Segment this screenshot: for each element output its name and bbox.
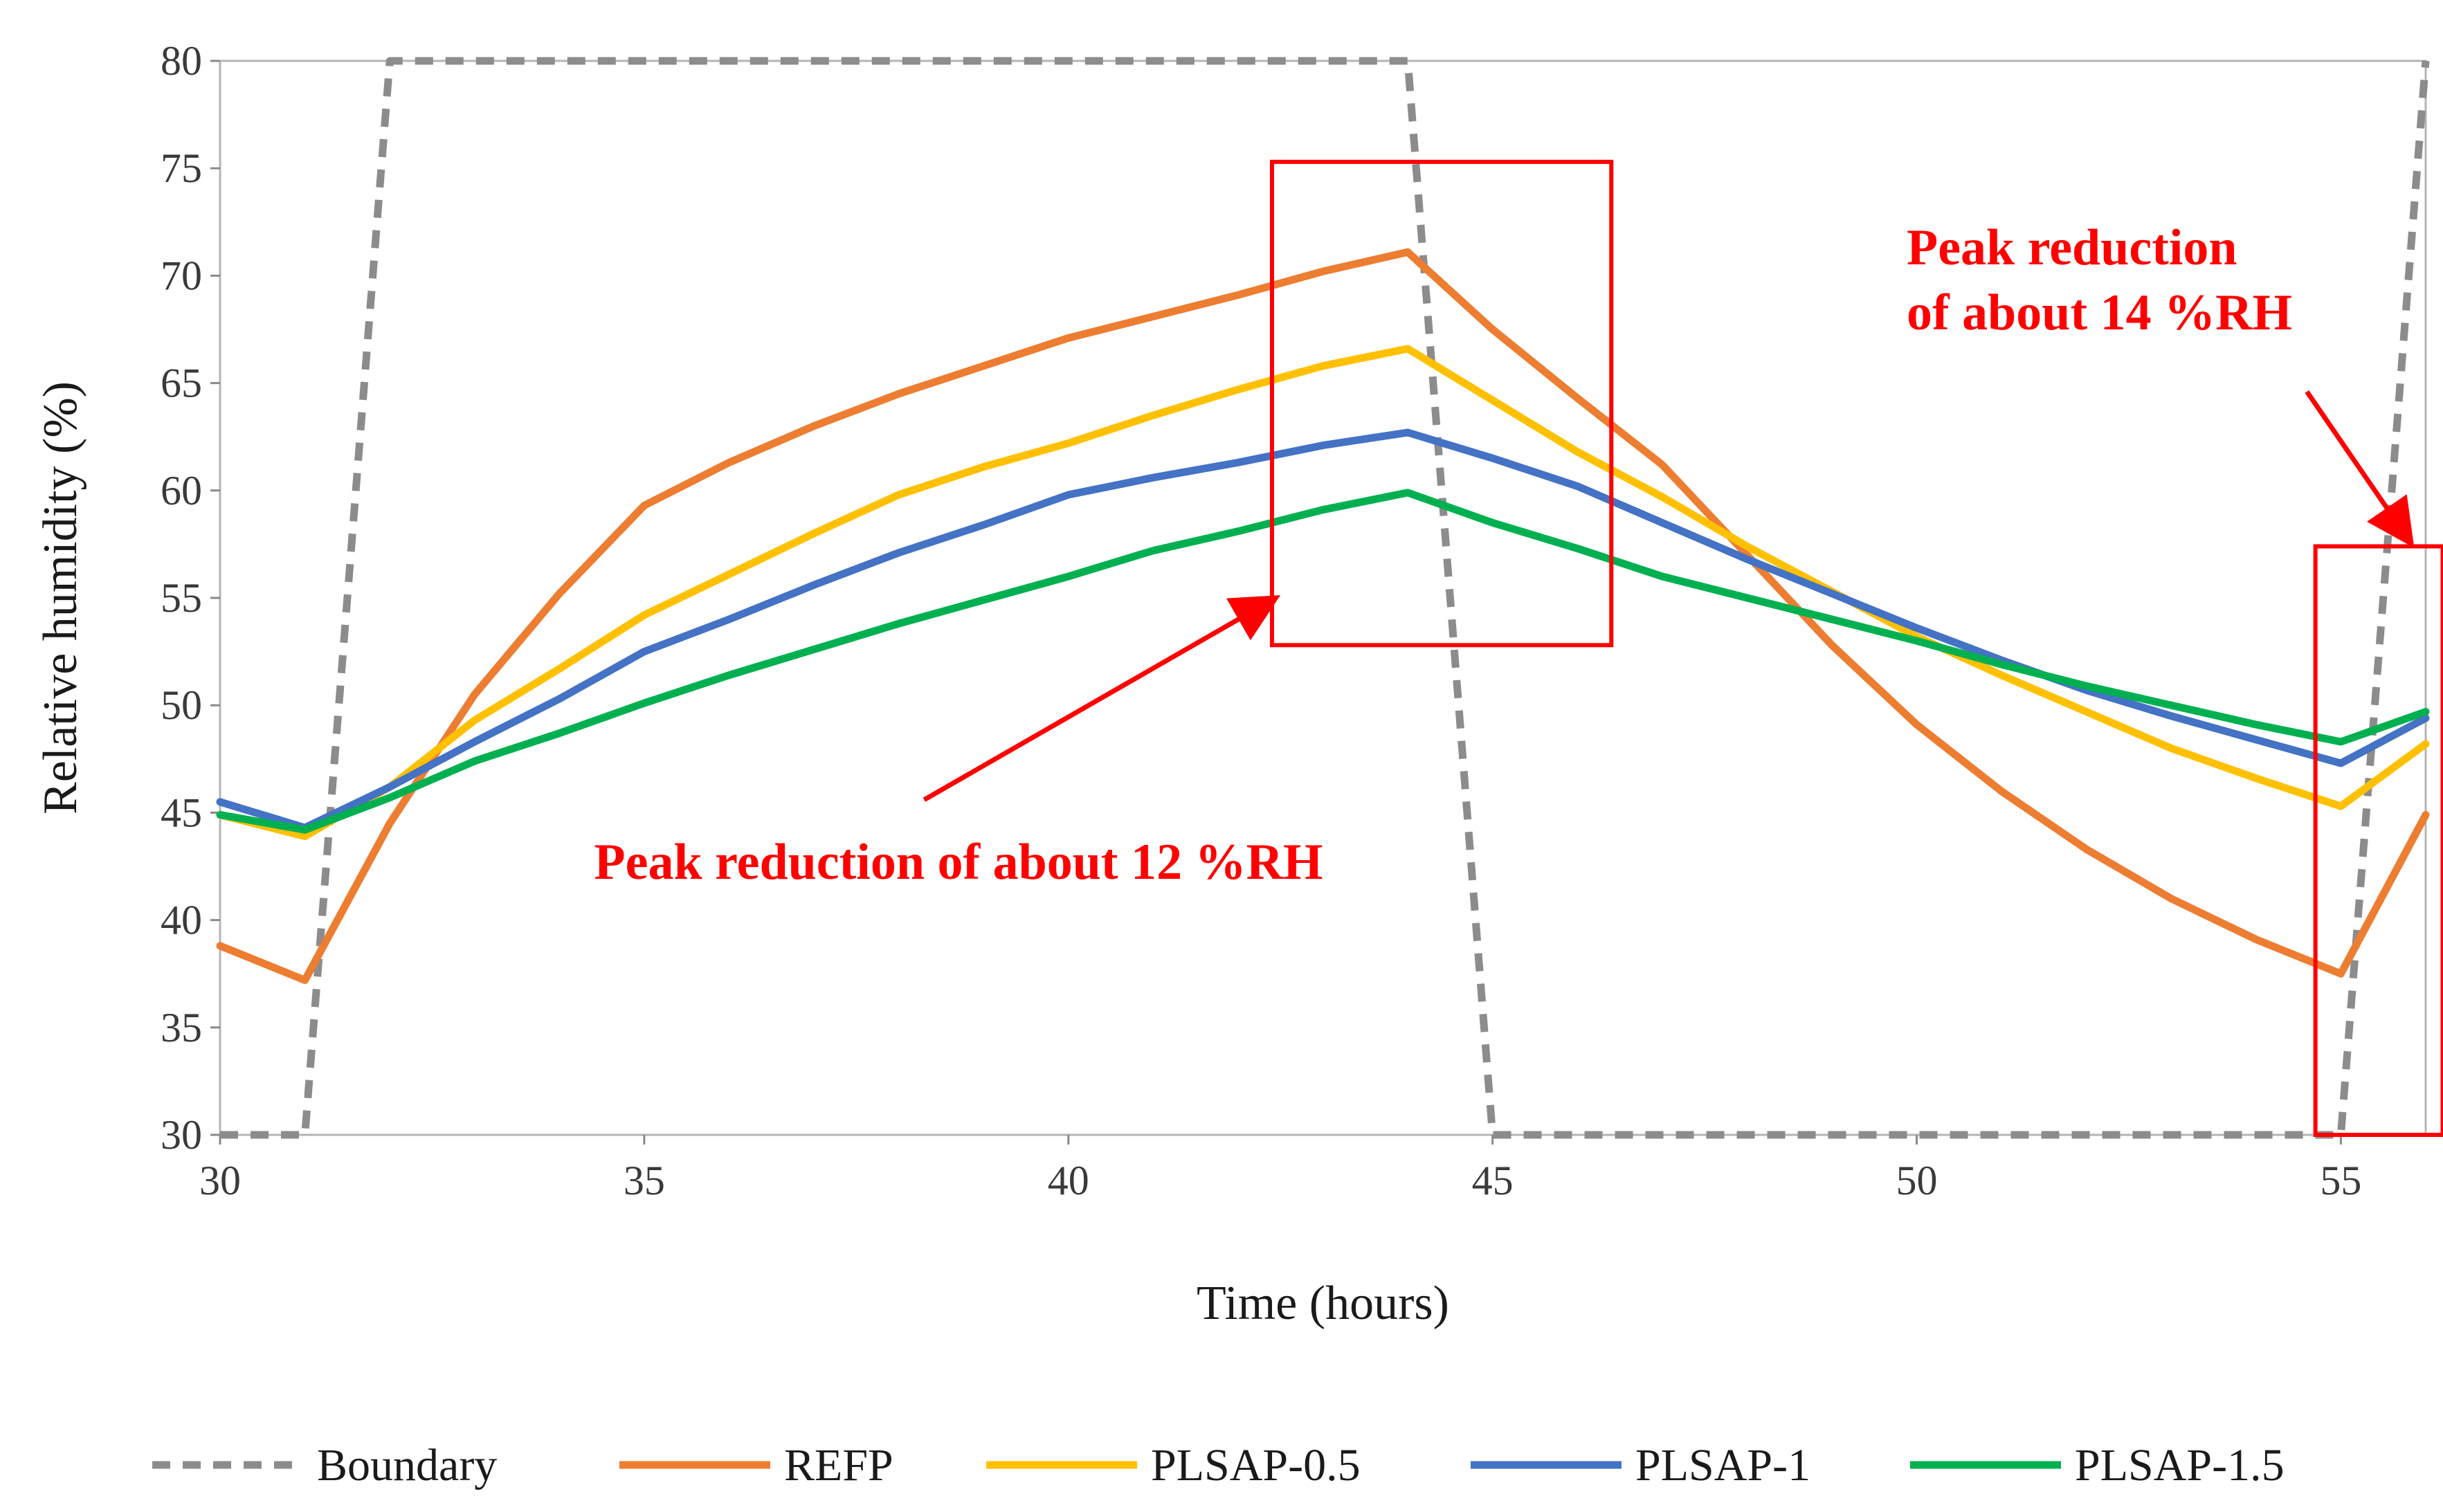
x-tick-label: 45	[1472, 1158, 1514, 1203]
legend-label-boundary: Boundary	[317, 1440, 497, 1491]
y-tick-label: 30	[161, 1112, 202, 1158]
series-line-plsap-1-5	[216, 489, 2430, 834]
series-line-plsap-1	[216, 428, 2430, 832]
y-tick-label: 75	[161, 145, 202, 191]
y-tick-label: 45	[161, 790, 202, 835]
y-tick-label: 40	[161, 898, 202, 943]
annotations: Peak reduction of about 12 %RH Peak reduc…	[594, 159, 2443, 1137]
annotation-arrow	[923, 595, 1281, 802]
y-tick-label: 70	[161, 253, 202, 298]
x-tick-label: 35	[624, 1158, 665, 1203]
legend: Boundary REFP PLSAP-0.5 PLSAP-1 PLSAP-1.5	[152, 1440, 2285, 1491]
series-group	[216, 57, 2430, 1139]
y-tick-label: 60	[161, 468, 202, 513]
axes: 30 35 40 45 50 55 60 65 70 75 80 30 35 40 45 50 55	[161, 38, 2427, 1203]
x-tick-label: 40	[1048, 1158, 1089, 1203]
series-line-plsap-0-5	[216, 345, 2430, 840]
x-tick-label: 50	[1896, 1158, 1938, 1203]
y-tick-label: 55	[161, 575, 202, 621]
legend-label-plsap-0-5: PLSAP-0.5	[1151, 1440, 1361, 1491]
annotation-text: Peak reduction	[1907, 219, 2237, 276]
x-axis-title: Time (hours)	[1197, 1277, 1449, 1330]
annotation-arrow	[2305, 390, 2415, 548]
annotation-text: Peak reduction of about 12 %RH	[594, 834, 1323, 891]
y-tick-label: 35	[161, 1005, 202, 1050]
annotation-text: of about 14 %RH	[1907, 284, 2292, 341]
legend-label-plsap-1-5: PLSAP-1.5	[2075, 1440, 2285, 1491]
annotation-box	[1269, 159, 1614, 648]
x-tick-label: 55	[2320, 1158, 2361, 1203]
series-line-refp	[216, 248, 2430, 984]
y-tick-label: 65	[161, 361, 202, 406]
y-tick-label: 80	[161, 38, 202, 84]
y-axis-title: Relative humidity (%)	[34, 381, 87, 814]
legend-label-refp: REFP	[784, 1440, 893, 1491]
y-tick-label: 50	[161, 682, 202, 728]
legend-label-plsap-1: PLSAP-1	[1635, 1440, 1810, 1491]
x-tick-label: 30	[199, 1158, 241, 1203]
